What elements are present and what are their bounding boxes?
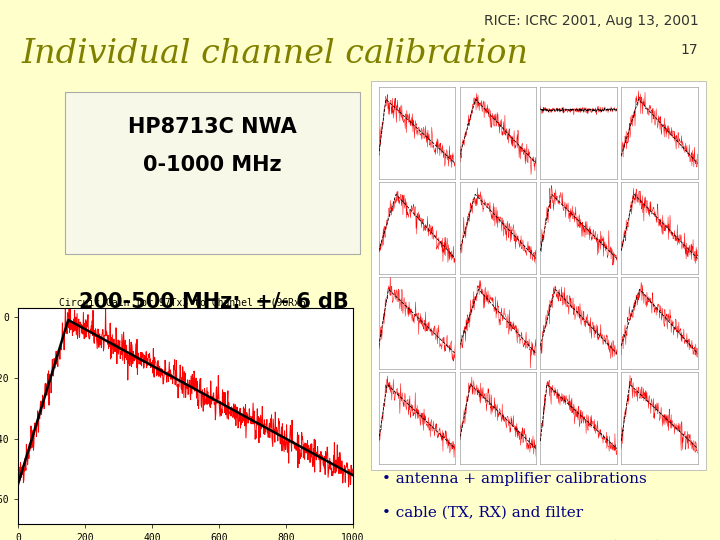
Title: Circuit Gain for 97Tx3 to Channel 5 (96Rx6): Circuit Gain for 97Tx3 to Channel 5 (96R…: [59, 297, 312, 307]
Text: 0-1000 MHz: 0-1000 MHz: [143, 154, 282, 175]
Text: • antenna + amplifier calibrations: • antenna + amplifier calibrations: [382, 472, 647, 487]
Text: HP8713C NWA: HP8713C NWA: [128, 117, 297, 138]
Text: 200-500 MHz:  +/- 6 dB: 200-500 MHz: +/- 6 dB: [79, 292, 349, 312]
FancyBboxPatch shape: [65, 92, 360, 254]
Text: RICE: ICRC 2001, Aug 13, 2001: RICE: ICRC 2001, Aug 13, 2001: [484, 14, 698, 28]
Text: • relative geometry of TX/RX (r, □θ): • relative geometry of TX/RX (r, □θ): [382, 539, 662, 540]
Text: Individual channel calibration: Individual channel calibration: [22, 38, 528, 70]
Text: 17: 17: [681, 43, 698, 57]
Text: • cable (TX, RX) and filter: • cable (TX, RX) and filter: [382, 506, 582, 520]
FancyBboxPatch shape: [371, 81, 706, 470]
